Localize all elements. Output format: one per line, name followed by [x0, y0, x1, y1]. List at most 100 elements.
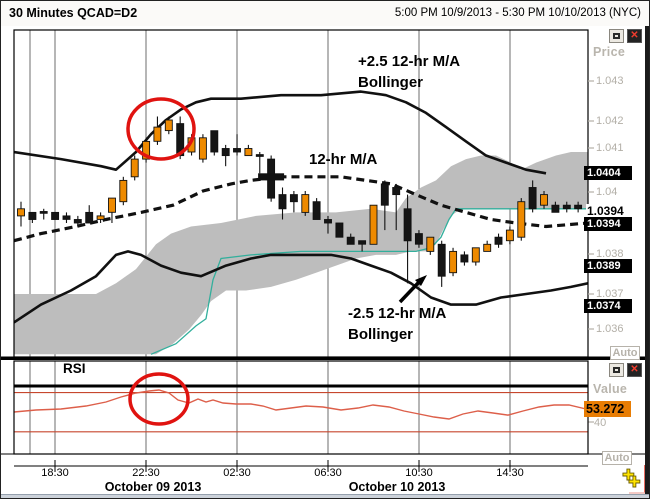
candle — [255, 152, 264, 174]
price-marker-box: 1.0374 — [584, 299, 632, 313]
rsi-last-value-box: 53.272 — [584, 401, 631, 417]
candle — [39, 208, 48, 220]
candle — [403, 194, 412, 284]
candle — [198, 134, 207, 163]
price-tick-label: 1.042 — [596, 115, 624, 127]
candle — [437, 240, 446, 287]
rsi-study-label: RSI — [63, 361, 86, 376]
candle — [551, 201, 560, 213]
rsi-panel-close-button[interactable]: ✕ — [627, 363, 642, 377]
time-tick-label: 18:30 — [41, 467, 69, 479]
price-marker-box: 1.0389 — [584, 259, 632, 273]
window-right-edge — [645, 26, 649, 494]
annotation-upper-bollinger: +2.5 12-hr M/A Bollinger — [358, 51, 460, 93]
candle — [96, 212, 105, 223]
rsi-tick: 40 — [594, 417, 607, 429]
candle — [483, 240, 492, 252]
window-bottom-edge — [1, 494, 649, 498]
candle — [85, 205, 94, 224]
highlight-circle-price — [126, 97, 196, 161]
candle — [289, 191, 298, 213]
candle — [221, 144, 230, 167]
annotation-lower-line1: -2.5 12-hr M/A — [348, 305, 447, 322]
candle — [17, 201, 25, 227]
candle — [62, 212, 71, 223]
candle — [517, 198, 526, 241]
candle — [73, 215, 82, 227]
candle — [540, 191, 548, 209]
time-tick-label: 10:30 — [405, 467, 433, 479]
price-marker-box: 1.0404 — [584, 166, 632, 180]
candle — [460, 251, 469, 266]
rsi-plot[interactable] — [14, 361, 588, 454]
candle — [301, 191, 310, 216]
chart-time-range: 5:00 PM 10/9/2013 - 5:30 PM 10/10/2013 (… — [394, 7, 641, 19]
candle — [153, 116, 162, 145]
time-auto-button[interactable]: Auto — [602, 451, 632, 465]
candle — [471, 247, 480, 266]
price-tick-label: 1.043 — [596, 75, 624, 87]
candle — [108, 197, 116, 223]
candle — [574, 201, 583, 213]
candle — [233, 134, 241, 156]
candle — [562, 201, 571, 213]
price-tick-label: 1.037 — [596, 288, 624, 300]
last-price-label: 1.0394 — [586, 204, 634, 218]
price-tick-label: 1.04 — [596, 186, 618, 198]
lower-bollinger-line — [14, 250, 588, 324]
panel-separator — [1, 356, 645, 360]
price-marker-box: 1.0394 — [584, 217, 632, 231]
price-tick-label: 1.036 — [596, 323, 624, 335]
annotation-lower-bollinger: -2.5 12-hr M/A Bollinger — [348, 303, 446, 345]
candle — [51, 211, 60, 220]
time-tick-label: 06:30 — [314, 467, 342, 479]
candle — [244, 144, 253, 157]
candle — [380, 180, 389, 231]
chart-title: 30 Minutes QCAD=D2 — [9, 6, 138, 20]
rsi-panel-minimize-button[interactable] — [609, 363, 624, 377]
candle — [312, 198, 321, 220]
close-icon: ✕ — [630, 364, 639, 375]
annotation-upper-line2: Bollinger — [358, 74, 424, 91]
price-auto-button[interactable]: Auto — [610, 346, 640, 360]
time-tick-label: 14:30 — [496, 467, 524, 479]
rsi-line — [14, 389, 587, 420]
annotation-lower-line2: Bollinger — [348, 326, 414, 343]
candle — [130, 155, 139, 181]
annotation-arrow — [398, 280, 421, 304]
main-panel-minimize-button[interactable] — [609, 29, 624, 43]
candle — [142, 137, 151, 163]
candle — [449, 247, 458, 277]
upper-bollinger-line — [14, 90, 547, 175]
candle — [369, 204, 378, 245]
rsi-scale-divider — [14, 384, 588, 388]
chart-cursor-icon[interactable]: ✚ ✚ — [621, 463, 647, 495]
date-label: October 10 2013 — [348, 480, 446, 494]
candle — [426, 236, 435, 255]
svg-text:✚: ✚ — [628, 473, 641, 491]
main-plot[interactable] — [14, 30, 588, 357]
candle — [494, 233, 503, 248]
candle — [346, 233, 355, 245]
candle — [28, 211, 37, 223]
minimize-icon — [613, 367, 620, 373]
rsi-axis-caption: Value — [593, 382, 628, 396]
annotation-arrowhead — [415, 275, 427, 286]
candle — [278, 187, 287, 220]
price-axis-caption: Price — [593, 45, 626, 59]
date-label: October 09 2013 — [104, 480, 202, 494]
candle — [119, 176, 128, 206]
chart-header: 30 Minutes QCAD=D2 5:00 PM 10/9/2013 - 5… — [1, 1, 649, 26]
annotation-moving-average: 12-hr M/A — [309, 151, 378, 168]
main-panel-close-button[interactable]: ✕ — [627, 29, 642, 43]
svg-text:✚: ✚ — [622, 466, 635, 484]
candle — [324, 215, 332, 234]
candle — [210, 130, 219, 156]
candle — [528, 180, 537, 213]
candle — [335, 222, 344, 238]
moving-average-line — [14, 175, 588, 243]
wide-open-tick-marker — [258, 173, 285, 181]
candle — [392, 183, 401, 231]
annotation-upper-line1: +2.5 12-hr M/A — [358, 53, 461, 70]
